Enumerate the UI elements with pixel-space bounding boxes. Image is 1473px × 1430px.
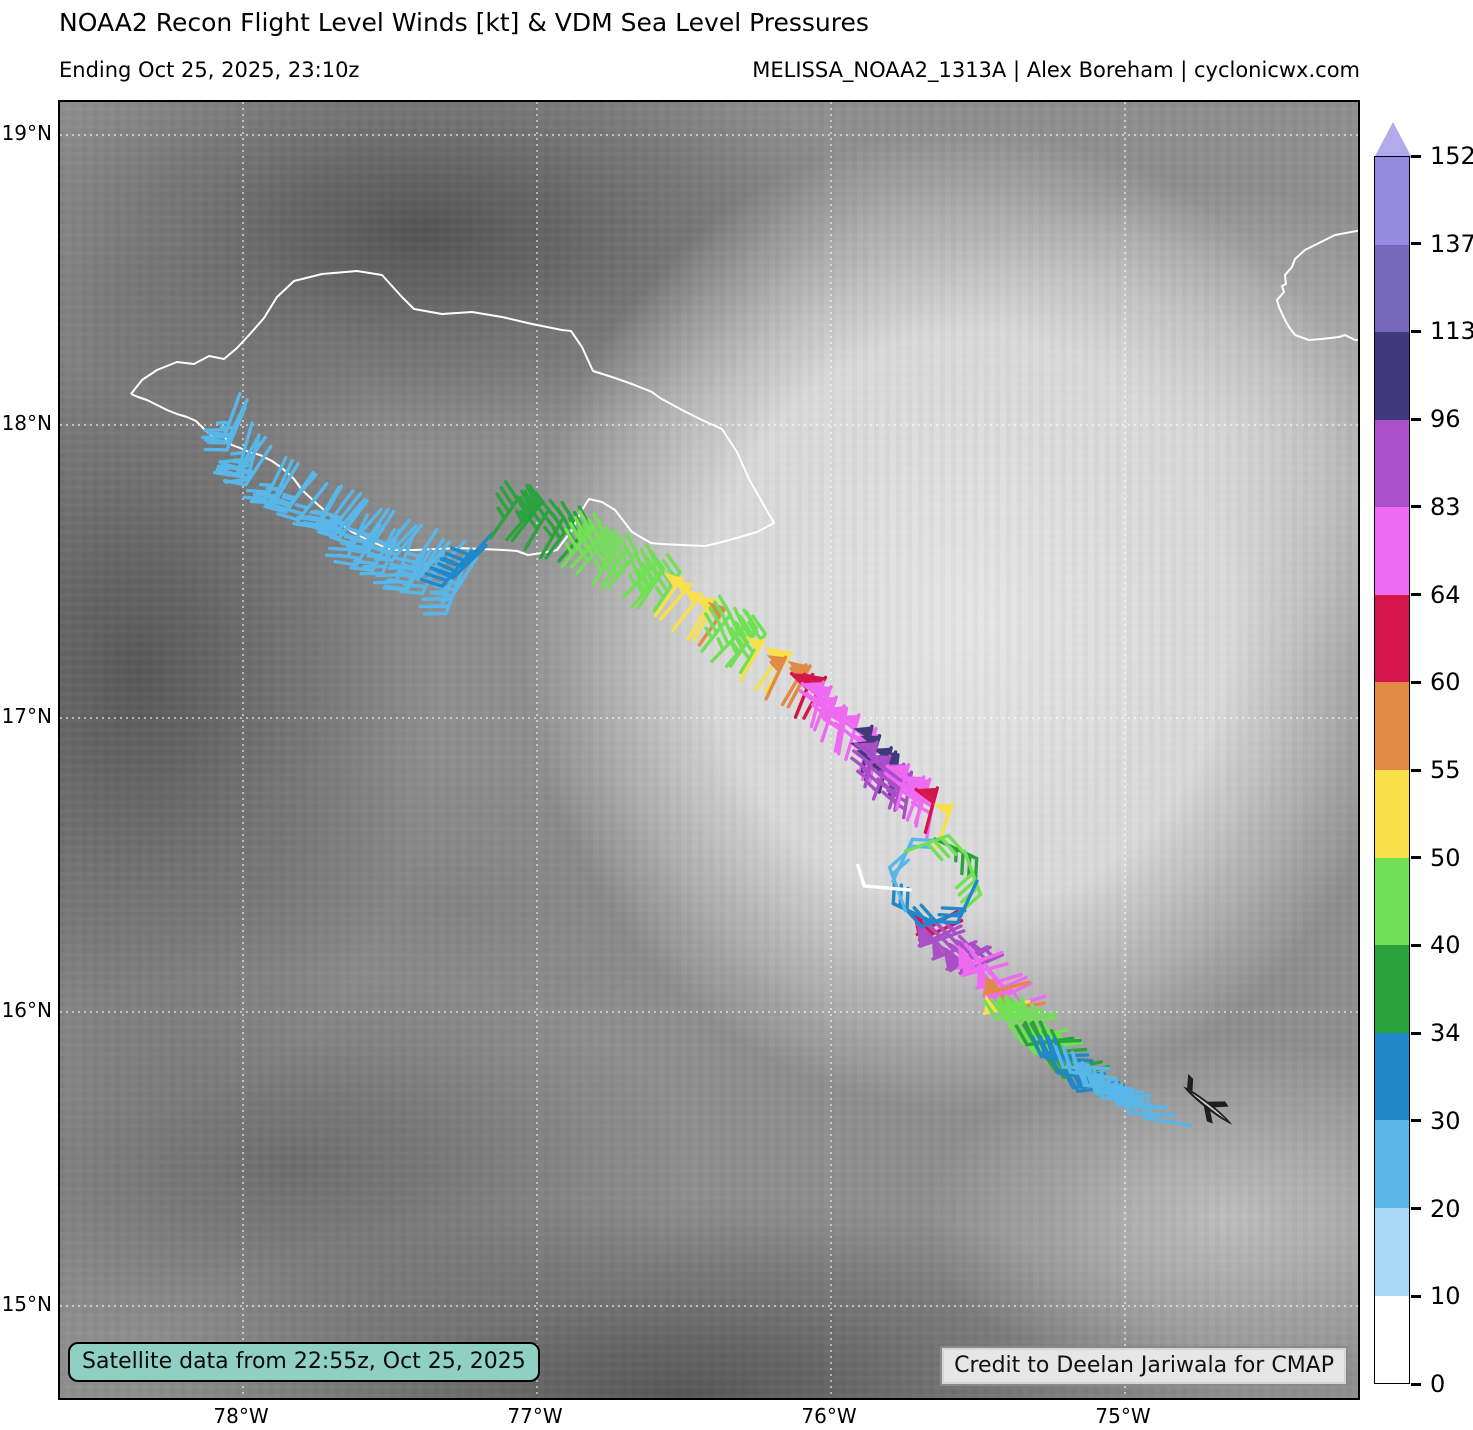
colorbar-tick-label: 10 xyxy=(1430,1282,1461,1311)
colorbar-segment xyxy=(1375,1032,1409,1121)
lon-tick-label: 78°W xyxy=(213,1404,269,1428)
colorbar-tick-label: 20 xyxy=(1430,1194,1461,1223)
colorbar-tick xyxy=(1411,417,1421,421)
colorbar-tick-label: 152 xyxy=(1430,142,1473,170)
colorbar-segment xyxy=(1375,332,1409,420)
colorbar-tick-label: 96 xyxy=(1430,405,1461,434)
colorbar-tick-label: 113 xyxy=(1430,317,1473,346)
lat-tick-label: 18°N xyxy=(1,411,52,435)
graticule-gridlines xyxy=(60,102,1358,1398)
lon-tick-label: 76°W xyxy=(801,1404,857,1428)
colorbar-tick-label: 30 xyxy=(1430,1106,1461,1135)
lon-tick-label: 75°W xyxy=(1095,1404,1151,1428)
colorbar-tick-label: 0 xyxy=(1430,1370,1446,1398)
aircraft-icon xyxy=(1183,1073,1233,1125)
colorbar-over-arrow-icon xyxy=(1374,122,1412,158)
subtitle-mission: MELISSA_NOAA2_1313A | Alex Boreham | cyc… xyxy=(752,58,1360,82)
lon-tick-label: 77°W xyxy=(507,1404,563,1428)
colorbar-tick xyxy=(1411,943,1421,947)
colorbar-tick-label: 60 xyxy=(1430,668,1461,697)
satellite-data-annotation: Satellite data from 22:55z, Oct 25, 2025 xyxy=(68,1342,540,1382)
colorbar-tick-label: 64 xyxy=(1430,580,1461,609)
page-title: NOAA2 Recon Flight Level Winds [kt] & VD… xyxy=(59,8,869,37)
colorbar-segment xyxy=(1375,1120,1409,1208)
map-plot-area[interactable]: Satellite data from 22:55z, Oct 25, 2025… xyxy=(58,100,1360,1400)
colorbar-tick xyxy=(1411,154,1421,158)
colorbar-tick xyxy=(1411,593,1421,597)
colorbar-tick xyxy=(1411,1207,1421,1211)
colorbar-tick-label: 40 xyxy=(1430,931,1461,960)
colorbar-tick xyxy=(1411,856,1421,860)
coastlines xyxy=(130,229,1358,556)
lat-tick-label: 16°N xyxy=(1,998,52,1022)
map-overlay-svg xyxy=(60,102,1358,1398)
colorbar-tick xyxy=(1411,242,1421,246)
colorbar-tick xyxy=(1411,1119,1421,1123)
credit-annotation: Credit to Deelan Jariwala for CMAP xyxy=(940,1346,1348,1386)
colorbar-segment xyxy=(1375,244,1409,333)
colorbar-segment xyxy=(1375,507,1409,595)
colorbar-segment xyxy=(1375,1207,1409,1296)
colorbar-segment xyxy=(1375,770,1409,858)
colorbar-tick xyxy=(1411,505,1421,509)
lat-tick-label: 17°N xyxy=(1,704,52,728)
colorbar-segment xyxy=(1375,157,1409,245)
colorbar-segment xyxy=(1375,1295,1409,1384)
satellite-noise-texture xyxy=(60,102,1358,1398)
colorbar-segment xyxy=(1375,857,1409,946)
lat-tick-label: 15°N xyxy=(1,1292,52,1316)
colorbar-tick xyxy=(1411,768,1421,772)
colorbar-segments xyxy=(1374,156,1410,1384)
colorbar-tick-label: 34 xyxy=(1430,1019,1461,1048)
colorbar-tick-label: 55 xyxy=(1430,756,1461,784)
lat-tick-label: 19°N xyxy=(1,121,52,145)
colorbar-tick xyxy=(1411,329,1421,333)
colorbar-tick xyxy=(1411,1031,1421,1035)
colorbar-segment xyxy=(1375,682,1409,771)
colorbar-segment xyxy=(1375,945,1409,1033)
colorbar-tick xyxy=(1411,1294,1421,1298)
subtitle-timestamp: Ending Oct 25, 2025, 23:10z xyxy=(59,58,360,82)
colorbar-tick-label: 137 xyxy=(1430,229,1473,258)
colorbar-tick xyxy=(1411,1382,1421,1386)
colorbar-tick xyxy=(1411,680,1421,684)
colorbar-tick-label: 50 xyxy=(1430,843,1461,872)
wind-barbs-track xyxy=(201,391,1193,1128)
satellite-background xyxy=(60,102,1358,1398)
colorbar-segment xyxy=(1375,419,1409,508)
colorbar-segment xyxy=(1375,594,1409,683)
colorbar-tick-label: 83 xyxy=(1430,492,1461,521)
